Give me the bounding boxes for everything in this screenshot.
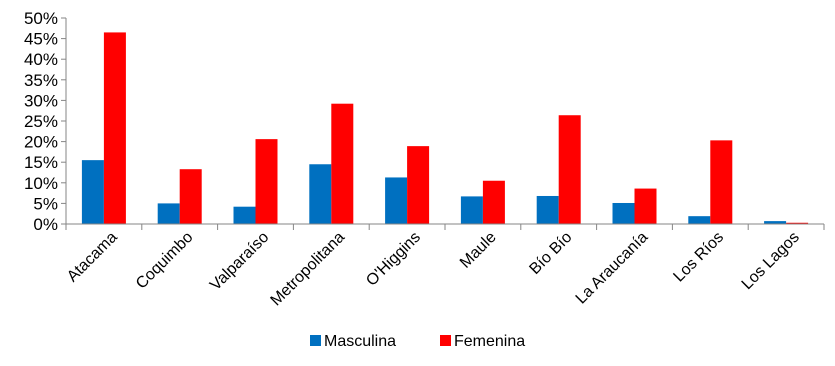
legend: Masculina Femenina <box>310 333 525 350</box>
x-tick-label-la-araucania: La Araucanía <box>573 229 652 308</box>
y-tick-label: 15% <box>24 153 58 172</box>
bar-femenina-o-higgins <box>407 146 430 224</box>
bar-masculina-o-higgins <box>385 177 408 224</box>
bar-femenina-valparaiso <box>255 139 278 224</box>
y-tick-label: 5% <box>33 194 58 213</box>
y-tick-label: 25% <box>24 112 58 131</box>
y-tick-label: 35% <box>24 71 58 90</box>
legend-label-masculina: Masculina <box>324 333 396 350</box>
y-tick-label: 20% <box>24 133 58 152</box>
bar-femenina-la-araucania <box>634 188 657 224</box>
bar-femenina-los-rios <box>710 140 733 224</box>
plot-area: 0% 5%10% 15%20% 25% 30%35% 40%45% 50% Atacama Co… <box>24 9 825 310</box>
bar-masculina-metropolitana <box>309 164 332 224</box>
bar-masculina-atacama <box>81 160 104 224</box>
x-tick-label-los-lagos: Los Lagos <box>739 229 803 293</box>
bar-femenina-metropolitana <box>331 103 354 224</box>
y-tick-label: 30% <box>24 91 58 110</box>
x-tick-label-coquimbo: Coquimbo <box>133 229 197 293</box>
bar-femenina-atacama <box>103 32 126 224</box>
x-tick-label-metropolitana: Metropolitana <box>268 229 349 310</box>
y-tick-label: 10% <box>24 174 58 193</box>
x-tick-label-atacama: Atacama <box>64 229 121 286</box>
bar-femenina-maule <box>482 180 505 224</box>
bar-femenina-bio-bio <box>558 115 581 224</box>
legend-swatch-femenina <box>440 335 451 346</box>
x-tick-label-valparaiso: Valparaíso <box>207 229 272 294</box>
x-tick-label-los-rios: Los Ríos <box>670 229 727 286</box>
bar-femenina-los-lagos <box>786 222 809 224</box>
y-tick-label: 45% <box>24 30 58 49</box>
bar-masculina-la-araucania <box>612 202 635 224</box>
y-tick-label: 40% <box>24 50 58 69</box>
x-tick-label-o-higgins: O'Higgins <box>363 229 424 290</box>
y-tick-label: 50% <box>24 9 58 28</box>
bar-masculina-coquimbo <box>157 203 180 224</box>
x-tick-label-maule: Maule <box>457 229 500 272</box>
bar-femenina-coquimbo <box>179 169 202 224</box>
x-tick-label-bio-bio: Bío Bío <box>526 229 575 278</box>
bar-masculina-valparaiso <box>233 206 256 224</box>
bar-masculina-maule <box>460 196 483 224</box>
bar-masculina-los-rios <box>688 216 711 224</box>
bar-masculina-los-lagos <box>764 221 787 224</box>
legend-swatch-masculina <box>310 335 321 346</box>
y-tick-label: 0% <box>33 215 58 234</box>
bar-masculina-bio-bio <box>536 195 559 224</box>
legend-label-femenina: Femenina <box>454 333 525 350</box>
